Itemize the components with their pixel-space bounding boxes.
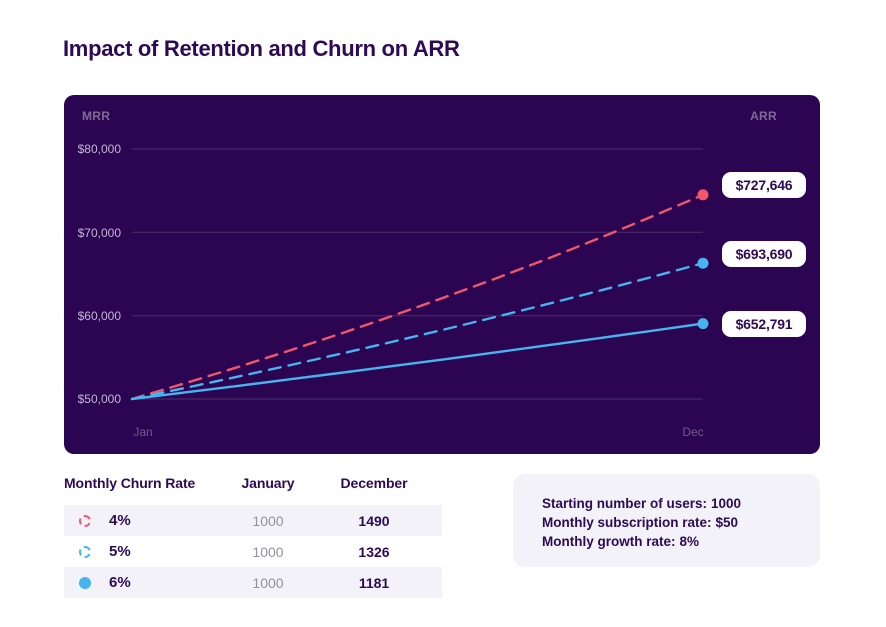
churn-rate-label: 4%	[109, 512, 131, 529]
value-label-727646: $727,646	[722, 172, 806, 198]
header-december: December	[340, 475, 408, 491]
table-row-5pct: 5% 1000 1326	[64, 536, 442, 567]
left-axis-label: MRR	[82, 109, 111, 123]
info-value: 8%	[679, 534, 700, 549]
value-label-652791: $652,791	[722, 311, 806, 337]
right-axis-label: ARR	[750, 109, 777, 123]
january-value: 1000	[252, 574, 284, 591]
x-tick-jan: Jan	[133, 425, 153, 439]
january-value: 1000	[252, 512, 284, 529]
chart-plot	[130, 148, 709, 401]
arr-chart-card: MRR ARR $80,000 $70,000 $60,000 $50,000 …	[64, 95, 820, 454]
info-line-growth-rate: Monthly growth rate: 8%	[542, 532, 800, 551]
churn-rate-label: 5%	[109, 543, 131, 560]
january-value: 1000	[252, 543, 284, 560]
assumptions-info-box: Starting number of users: 1000 Monthly su…	[513, 474, 820, 567]
info-label: Monthly subscription rate:	[542, 515, 712, 530]
y-tick-60000: $60,000	[77, 309, 121, 323]
blue-dashed-circle-icon	[79, 545, 91, 558]
y-tick-50000: $50,000	[77, 392, 121, 406]
header-monthly-churn-rate: Monthly Churn Rate	[64, 475, 196, 491]
churn-rate-label: 6%	[109, 574, 131, 591]
value-label-693690: $693,690	[722, 241, 806, 267]
y-tick-80000: $80,000	[77, 142, 121, 156]
churn-table-header: Monthly Churn Rate January December	[64, 470, 442, 496]
table-row-6pct: 6% 1000 1181	[64, 567, 442, 598]
x-tick-dec: Dec	[682, 425, 704, 439]
y-tick-70000: $70,000	[77, 226, 121, 240]
page-title: Impact of Retention and Churn on ARR	[63, 36, 460, 61]
info-value: $50	[715, 515, 739, 530]
info-line-starting-users: Starting number of users: 1000	[542, 494, 800, 513]
info-label: Monthly growth rate:	[542, 534, 676, 549]
info-line-subscription-rate: Monthly subscription rate: $50	[542, 513, 800, 532]
blue-solid-circle-icon	[79, 576, 91, 589]
december-value: 1490	[358, 512, 390, 529]
table-row-4pct: 4% 1000 1490	[64, 505, 442, 536]
churn-table: Monthly Churn Rate January December 4% 1…	[64, 470, 442, 598]
info-value: 1000	[711, 496, 742, 511]
red-dashed-circle-icon	[79, 514, 91, 527]
info-label: Starting number of users:	[542, 496, 708, 511]
header-january: January	[241, 475, 295, 491]
december-value: 1181	[358, 574, 390, 591]
churn-cell: 4%	[64, 512, 214, 529]
churn-cell: 5%	[64, 543, 214, 560]
churn-cell: 6%	[64, 574, 214, 591]
december-value: 1326	[358, 543, 390, 560]
